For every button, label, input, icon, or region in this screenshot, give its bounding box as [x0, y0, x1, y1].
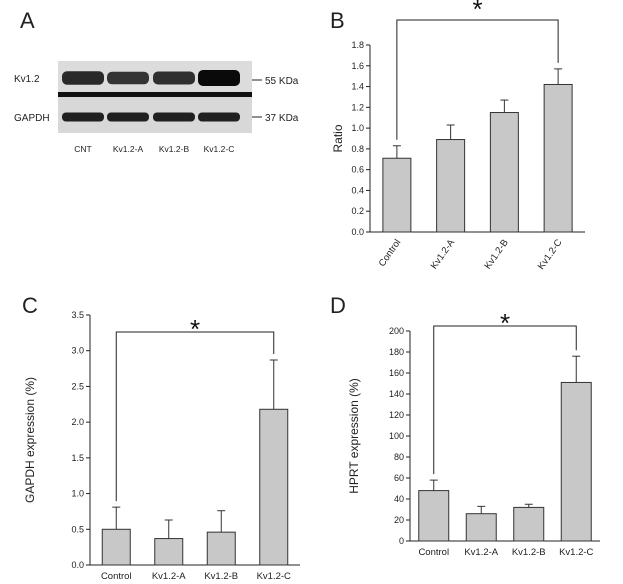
- y-tick-label: 2.5: [71, 381, 84, 391]
- y-tick-label: 0.6: [351, 165, 364, 175]
- kv12-band: [62, 71, 104, 85]
- blot-divider: [58, 92, 252, 97]
- bar: [560, 381, 592, 542]
- lane-label: Kv1.2-C: [204, 144, 235, 154]
- x-tick-label: Kv1.2-C: [559, 547, 593, 558]
- significance-star: *: [190, 314, 200, 344]
- chart-d-hprt-expression: 0 20 40 60 80 100 120 140 160 180 200 HPRT expressi…: [347, 308, 600, 558]
- y-tick-label: 1.8: [351, 40, 364, 50]
- y-tick-label: 3.5: [71, 310, 84, 320]
- blot-label-kv12: Kv1.2: [14, 74, 40, 85]
- x-tick-label: Kv1.2-A: [429, 237, 458, 272]
- bar: [543, 83, 573, 233]
- lane-label: Kv1.2-B: [159, 144, 190, 154]
- lane-label: CNT: [74, 144, 91, 154]
- marker-label-55: 55 KDa: [265, 76, 299, 87]
- x-tick-label: Control: [418, 547, 449, 558]
- y-tick-label: 0.0: [71, 560, 84, 570]
- y-tick-label: 1.0: [351, 123, 364, 133]
- y-tick-label: 0: [399, 536, 404, 546]
- y-tick-label: 20: [394, 515, 404, 525]
- chart-b-ratio: 0.0 0.2 0.4 0.6 0.8 1.0 1.2 1.4 1.6 1.8 Ratio Contr…: [331, 0, 585, 272]
- y-tick-label: 200: [389, 326, 404, 336]
- bar: [101, 528, 131, 566]
- kv12-band: [107, 71, 149, 85]
- gapdh-band: [198, 112, 240, 122]
- x-tick-label: Kv1.2-A: [152, 571, 186, 582]
- gapdh-band: [62, 112, 104, 122]
- x-tick-label: Kv1.2-C: [536, 237, 565, 272]
- kv12-band: [153, 71, 195, 85]
- y-tick-label: 0.2: [351, 206, 364, 216]
- y-tick-label: 120: [389, 410, 404, 420]
- y-axis-label: Ratio: [331, 124, 345, 152]
- bar: [436, 139, 466, 233]
- y-tick-label: 0.5: [71, 524, 84, 534]
- y-tick-label: 180: [389, 347, 404, 357]
- y-tick-label: 40: [394, 494, 404, 504]
- y-tick-label: 2.0: [71, 417, 84, 427]
- y-tick-label: 1.4: [351, 82, 364, 92]
- y-tick-label: 1.5: [71, 453, 84, 463]
- y-tick-label: 1.6: [351, 61, 364, 71]
- bar: [206, 531, 236, 566]
- y-tick-label: 140: [389, 389, 404, 399]
- y-tick-label: 60: [394, 473, 404, 483]
- x-tick-label: Kv1.2-B: [482, 237, 510, 271]
- y-tick-label: 80: [394, 452, 404, 462]
- significance-bracket: [433, 325, 577, 475]
- x-tick-label: Kv1.2-A: [464, 547, 498, 558]
- lane-label: Kv1.2-A: [113, 144, 144, 154]
- gapdh-band: [153, 112, 195, 122]
- panel-label-c: C: [22, 293, 38, 318]
- chart-c-gapdh-expression: 0.0 0.5 1.0 1.5 2.0 2.5 3.0 3.5 GAPDH expression…: [23, 310, 300, 582]
- significance-bracket: [396, 19, 559, 140]
- panel-label-a: A: [20, 8, 35, 33]
- y-tick-label: 0.0: [351, 227, 364, 237]
- y-tick-label: 0.8: [351, 144, 364, 154]
- gapdh-band: [107, 112, 149, 122]
- x-tick-label: Kv1.2-C: [257, 571, 291, 582]
- y-tick-label: 1.2: [351, 102, 364, 112]
- x-tick-label: Kv1.2-B: [204, 571, 238, 582]
- bar: [382, 157, 412, 233]
- bar: [513, 506, 545, 542]
- western-blot: Kv1.2 GAPDH 55 KDa 37 KDa CNT Kv1.2-A Kv…: [14, 61, 299, 154]
- bar: [418, 490, 450, 542]
- bar: [259, 408, 289, 566]
- y-tick-label: 100: [389, 431, 404, 441]
- significance-star: *: [472, 0, 482, 24]
- kv12-band: [198, 70, 240, 86]
- panel-label-d: D: [330, 293, 346, 318]
- y-tick-label: 0.4: [351, 185, 364, 195]
- bar: [154, 538, 184, 566]
- y-tick-label: 1.0: [71, 489, 84, 499]
- x-tick-label: Kv1.2-B: [512, 547, 546, 558]
- y-axis-label: HPRT expression (%): [347, 378, 361, 494]
- y-tick-label: 3.0: [71, 346, 84, 356]
- bar: [465, 513, 497, 542]
- x-tick-label: Control: [377, 237, 404, 268]
- blot-label-gapdh: GAPDH: [14, 113, 50, 124]
- x-tick-label: Control: [101, 571, 132, 582]
- bar: [489, 112, 519, 233]
- y-axis-label: GAPDH expression (%): [23, 377, 37, 503]
- significance-bracket: [115, 331, 275, 502]
- y-tick-label: 160: [389, 368, 404, 378]
- panel-label-b: B: [330, 8, 345, 33]
- marker-label-37: 37 KDa: [265, 113, 299, 124]
- significance-star: *: [500, 308, 510, 338]
